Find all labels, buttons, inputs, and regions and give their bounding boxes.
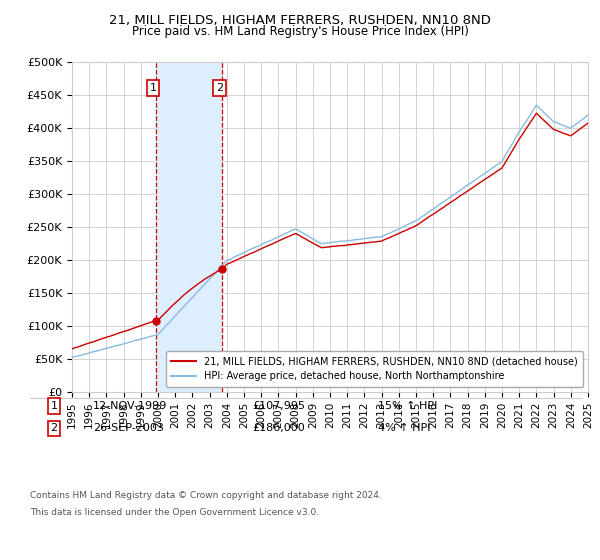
Text: 2: 2 [50, 423, 58, 433]
Text: 21, MILL FIELDS, HIGHAM FERRERS, RUSHDEN, NN10 8ND: 21, MILL FIELDS, HIGHAM FERRERS, RUSHDEN… [109, 14, 491, 27]
Text: 26-SEP-2003: 26-SEP-2003 [93, 423, 164, 433]
Text: Contains HM Land Registry data © Crown copyright and database right 2024.: Contains HM Land Registry data © Crown c… [30, 491, 382, 500]
Text: 4% ↑ HPI: 4% ↑ HPI [378, 423, 431, 433]
Text: 2: 2 [216, 83, 223, 93]
Text: This data is licensed under the Open Government Licence v3.0.: This data is licensed under the Open Gov… [30, 508, 319, 517]
Text: £186,000: £186,000 [252, 423, 305, 433]
Legend: 21, MILL FIELDS, HIGHAM FERRERS, RUSHDEN, NN10 8ND (detached house), HPI: Averag: 21, MILL FIELDS, HIGHAM FERRERS, RUSHDEN… [166, 351, 583, 387]
Text: 12-NOV-1999: 12-NOV-1999 [93, 401, 167, 411]
Text: 1: 1 [149, 83, 157, 93]
Text: 15% ↑ HPI: 15% ↑ HPI [378, 401, 437, 411]
Bar [156, 62, 222, 392]
Text: £107,995: £107,995 [252, 401, 305, 411]
Text: 1: 1 [50, 401, 58, 411]
Text: Price paid vs. HM Land Registry's House Price Index (HPI): Price paid vs. HM Land Registry's House … [131, 25, 469, 38]
